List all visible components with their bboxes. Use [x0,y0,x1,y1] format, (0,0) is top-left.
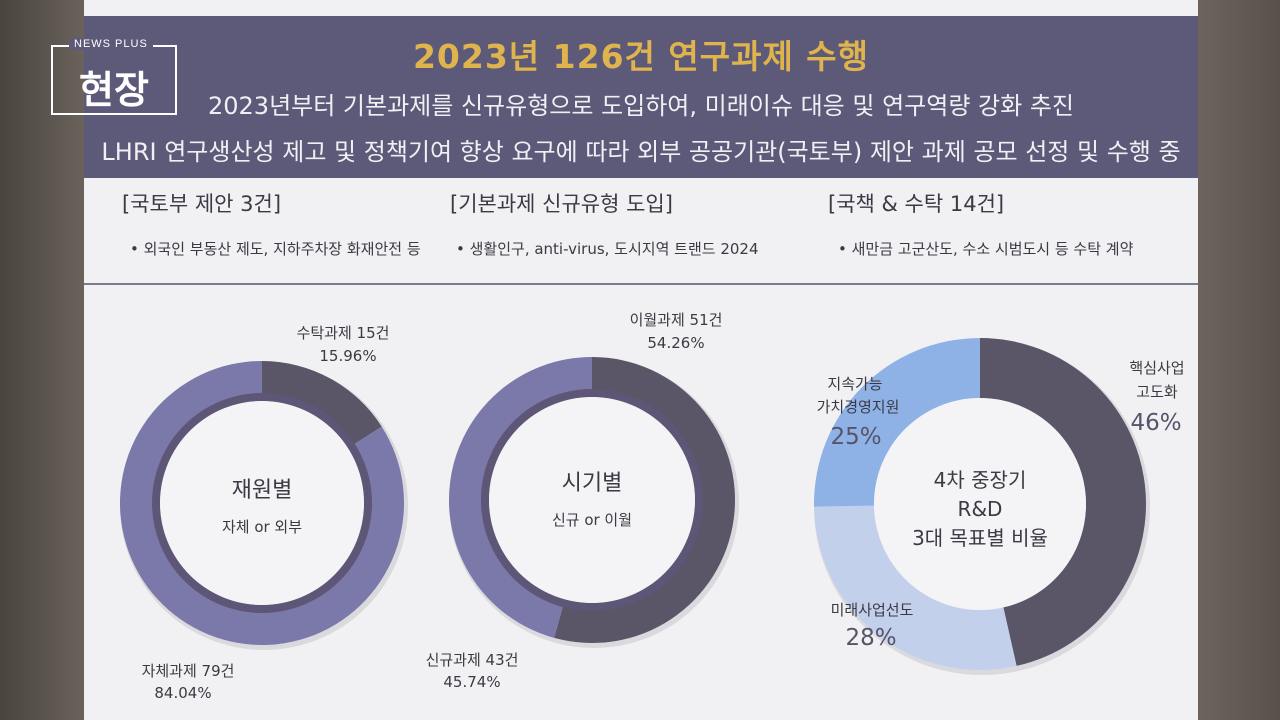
donut-hole [489,397,695,603]
donut-slice-label: 수탁과제 15건 [297,324,390,342]
donut-slice-label: 고도화 [1136,383,1178,401]
slide-subtitle-2: LHRI 연구생산성 제고 및 정책기여 향상 요구에 따라 외부 공공기관(국… [101,138,1181,166]
donut-slice [814,337,980,507]
section-divider [84,283,1198,285]
donut-slice-label: 15.96% [319,347,376,365]
donut-center-text: 시기별 [562,471,623,496]
donut-center-text: 재원별 [232,478,293,503]
donut-slice [980,338,1146,666]
donut-slice [449,357,592,638]
info-heading: [국토부 제안 3건] [122,192,282,216]
logo-brand-main: 현장 [79,68,149,112]
donut-hole [874,398,1086,610]
donut-center-text: R&D [958,497,1003,521]
donut-slice-label: 신규과제 43건 [426,651,519,669]
background-right [1198,0,1280,720]
donut-slice-label: 지속가능 [827,375,882,393]
donut-slice [262,361,382,449]
donut-hole [160,401,364,605]
donut-inner-band [481,389,703,611]
info-column-national: [국책 & 수탁 14건] • 새만금 고군산도, 수소 시범도시 등 수탁 계… [828,188,1133,259]
info-column-ministry: [국토부 제안 3건] • 외국인 부동산 제도, 지하주차장 화재안전 등 [122,188,421,259]
donut-center-text: 4차 중장기 [934,468,1027,492]
donut-slice [554,357,736,643]
logo-brand-top: NEWS PLUS [69,38,153,50]
info-bullet: • 외국인 부동산 제도, 지하주차장 화재안전 등 [130,240,421,258]
info-column-basic: [기본과제 신규유형 도입] • 생활인구, anti-virus, 도시지역 … [450,188,759,259]
donut-center-text: 자체 or 외부 [222,518,302,536]
donut-slice-label: 핵심사업 [1129,359,1184,377]
info-bullet: • 새만금 고군산도, 수소 시범도시 등 수탁 계약 [838,240,1134,258]
donut-slice-label: 54.26% [647,334,704,352]
background-left [0,0,84,720]
news-plus-logo: NEWS PLUS 현장 [51,38,177,115]
info-heading: [기본과제 신규유형 도입] [450,192,673,216]
donut-slice-label: 미래사업선도 [831,601,914,619]
donut-slice-label: 46% [1130,410,1181,436]
info-heading: [국책 & 수탁 14건] [828,192,1005,216]
donut-slice [814,505,1017,670]
slide-title: 2023년 126건 연구과제 수행 [412,37,870,76]
slide-subtitle-1: 2023년부터 기본과제를 신규유형으로 도입하여, 미래이슈 대응 및 연구역… [207,92,1074,120]
donut-slice-label: 28% [845,625,896,651]
donut-slice-label: 가치경영지원 [817,398,900,416]
donut-slice-label: 이월과제 51건 [630,311,723,329]
donut-inner-band [152,393,372,613]
donut-center-text: 3대 목표별 비율 [912,526,1048,550]
donut-slice-label: 84.04% [154,684,211,702]
slide-banner: 2023년 126건 연구과제 수행 2023년부터 기본과제를 신규유형으로 … [84,16,1198,178]
donut-slice-label: 25% [830,424,881,450]
info-bullet: • 생활인구, anti-virus, 도시지역 트랜드 2024 [456,240,759,258]
donut-slice-label: 자체과제 79건 [142,662,235,680]
donut-center-text: 신규 or 이월 [552,511,632,529]
donut-slice-label: 45.74% [443,673,500,691]
